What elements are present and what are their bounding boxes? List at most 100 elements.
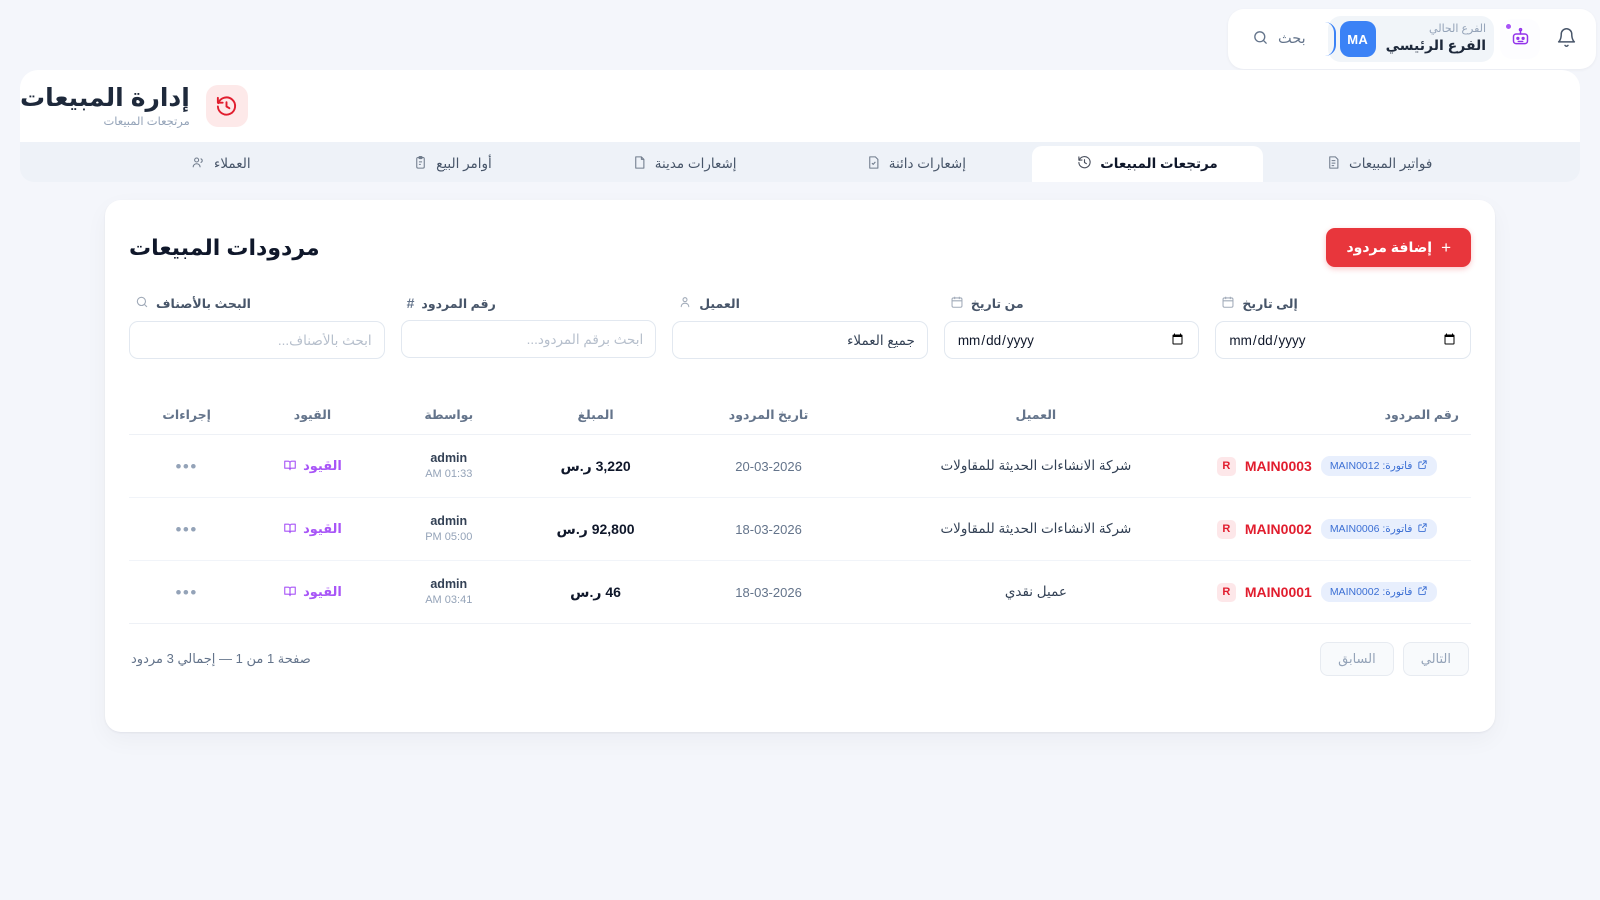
add-return-label: إضافة مردود [1346,239,1433,255]
search-icon [1252,29,1269,50]
search-input[interactable]: بحث [1238,21,1322,58]
page-header-content: إدارة المبيعات مرتجعات المبيعات [20,82,272,130]
filter-label: العميل [672,295,928,312]
by-time: 03:41 AM [425,594,473,607]
tab-sales-invoices[interactable]: فواتير المبيعات [1263,146,1495,182]
external-link-icon [1417,522,1428,536]
invoice-icon [1326,155,1341,173]
tab-customers[interactable]: العملاء [105,146,337,182]
notifications-button[interactable] [1546,19,1586,59]
cell-customer: شركة الانشاءات الحديثة للمقاولات [862,434,1209,499]
row-actions-button[interactable]: ••• [175,456,198,476]
customer-select[interactable]: جميع العملاء [672,321,928,359]
add-return-button[interactable]: + إضافة مردود [1326,228,1471,267]
th-amount: المبلغ [516,397,675,435]
status-badge: R [1216,519,1236,539]
cell-entries: القيود [244,434,381,499]
tab-sales-returns[interactable]: مرتجعات المبيعات [1031,146,1264,182]
by-time: 05:00 PM [425,531,473,544]
filter-label-text: العميل [699,297,740,311]
filter-label: رقم المردود # [401,295,657,311]
table-row[interactable]: R MAIN0003 فاتورة: MAIN0012 [129,434,1471,499]
entries-link[interactable]: القيود [283,458,342,475]
date-to-input[interactable] [1215,321,1471,359]
tab-sales-orders[interactable]: أوامر البيع [337,146,569,182]
date-from-input[interactable] [943,321,1200,359]
page-header: إدارة المبيعات مرتجعات المبيعات [20,70,1580,142]
filter-label-text: رقم المردود [421,296,496,311]
assistant-button[interactable] [1500,19,1541,59]
entries-label: القيود [303,458,342,474]
branch-selector[interactable]: الفرع الحالي الفرع الرئيسي MA [1327,16,1495,62]
calendar-icon [1221,295,1235,312]
table-row[interactable]: R MAIN0002 فاتورة: MAIN0006 [129,497,1471,562]
invoice-link-chip[interactable]: فاتورة: MAIN0002 [1320,582,1438,603]
page-title: إدارة المبيعات [20,83,190,112]
page-header-titles: إدارة المبيعات مرتجعات المبيعات [20,82,190,130]
th-by: بواسطة [380,397,517,435]
cell-return-no: R MAIN0002 فاتورة: MAIN0006 [1208,497,1471,562]
filter-items-search: البحث بالأصناف [129,295,385,359]
return-number: MAIN0001 [1244,584,1312,601]
tab-credit-notes[interactable]: إشعارات دائنة [800,146,1032,182]
book-icon [283,584,297,601]
by-group: admin 03:41 AM [389,575,509,609]
cell-actions: ••• [129,434,245,499]
th-entries: القيود [244,397,381,435]
entries-link[interactable]: القيود [283,584,342,601]
filter-label: من تاريخ [944,295,1200,312]
avatar[interactable]: MA [1339,21,1376,57]
invoice-chip-label: فاتورة: MAIN0002 [1329,586,1413,599]
cell-actions: ••• [129,497,245,562]
document-icon [632,155,647,173]
book-icon [283,521,297,538]
cell-by: admin 03:41 AM [380,560,517,625]
by-time: 01:33 AM [425,468,473,481]
items-search-input[interactable] [129,321,385,359]
cell-by: admin 05:00 PM [380,497,517,562]
th-return-no: رقم المردود [1208,397,1471,435]
return-id-group: R MAIN0001 فاتورة: MAIN0002 [1216,582,1463,603]
filter-return-number: رقم المردود # [400,295,657,359]
tab-debit-notes[interactable]: إشعارات مدينة [568,146,800,182]
return-number-input[interactable] [400,320,657,358]
branch-name: الفرع الرئيسي [1385,37,1487,54]
row-actions-button[interactable]: ••• [175,519,198,539]
users-icon [191,155,206,173]
by-user: admin [430,451,468,465]
invoice-link-chip[interactable]: فاتورة: MAIN0006 [1320,519,1438,540]
cell-return-no: R MAIN0003 فاتورة: MAIN0012 [1208,434,1471,499]
top-bar: الفرع الحالي الفرع الرئيسي MA بحث [0,8,1600,70]
return-id-group: R MAIN0002 فاتورة: MAIN0006 [1216,519,1463,540]
document-check-icon [866,155,881,173]
returns-card: + إضافة مردود مردودات المبيعات إلى تاريخ… [105,200,1495,732]
cell-actions: ••• [129,560,245,625]
filter-customer: العميل جميع العملاء [672,295,928,359]
tab-label: العملاء [214,156,251,171]
row-actions-button[interactable]: ••• [175,582,198,602]
history-clock-icon [205,85,248,127]
prev-page-button[interactable]: السابق [1320,642,1394,677]
table-head: رقم المردود العميل تاريخ المردود المبلغ … [129,397,1471,435]
table-row[interactable]: R MAIN0001 فاتورة: MAIN0002 [129,560,1471,625]
cell-return-no: R MAIN0001 فاتورة: MAIN0002 [1208,560,1471,625]
by-user: admin [430,577,468,592]
tab-label: إشعارات مدينة [654,156,737,171]
filter-label-text: من تاريخ [970,297,1024,311]
cell-return-date: 20-03-2026 [674,434,863,499]
entries-link[interactable]: القيود [283,521,342,538]
invoice-chip-label: فاتورة: MAIN0006 [1329,523,1413,536]
cell-amount: 92,800 ر.س [516,497,675,562]
external-link-icon [1417,459,1428,473]
tab-label: فواتير المبيعات [1348,156,1433,171]
status-badge: R [1216,582,1236,602]
tab-label: إشعارات دائنة [888,156,966,171]
next-page-button[interactable]: التالي [1402,642,1469,677]
search-icon [135,295,149,312]
invoice-link-chip[interactable]: فاتورة: MAIN0012 [1320,456,1438,477]
tab-label: أوامر البيع [436,156,492,171]
filter-date-to: إلى تاريخ [1215,295,1471,359]
branch-text: الفرع الحالي الفرع الرئيسي [1386,23,1486,54]
invoice-chip-label: فاتورة: MAIN0012 [1329,460,1413,473]
th-customer: العميل [862,397,1209,435]
